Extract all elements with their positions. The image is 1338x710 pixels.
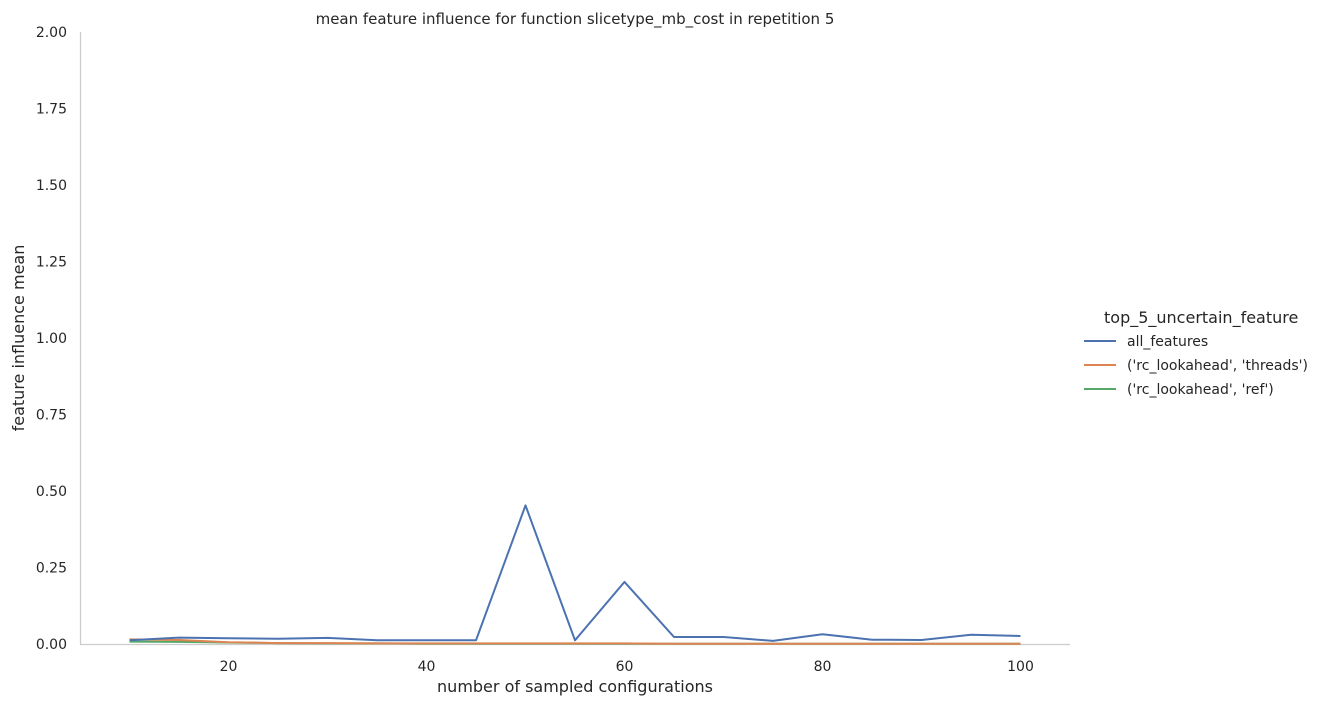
x-tick-label: 20 <box>220 659 238 675</box>
y-tick-label: 1.75 <box>36 102 67 118</box>
legend-label: all_features <box>1127 334 1208 350</box>
x-tick-label: 40 <box>418 659 436 675</box>
y-tick-label: 0.00 <box>36 637 67 653</box>
legend-title: top_5_uncertain_feature <box>1104 308 1298 328</box>
x-tick-label: 100 <box>1007 659 1034 675</box>
x-axis-label: number of sampled configurations <box>437 677 713 696</box>
y-axis-label: feature influence mean <box>9 245 28 432</box>
x-tick-label: 80 <box>814 659 832 675</box>
legend-label: ('rc_lookahead', 'threads') <box>1127 358 1308 374</box>
y-tick-label: 1.50 <box>36 178 67 194</box>
y-tick-label: 1.25 <box>36 255 67 271</box>
legend-label: ('rc_lookahead', 'ref') <box>1127 382 1274 398</box>
y-tick-label: 0.50 <box>36 484 67 500</box>
series-lines <box>129 504 1021 645</box>
y-tick-label: 0.75 <box>36 408 67 424</box>
series-line <box>129 638 1021 645</box>
y-tick-label: 1.00 <box>36 331 67 347</box>
legend: top_5_uncertain_feature all_features ('rc… <box>1084 308 1308 398</box>
y-tick-labels: 0.00 0.25 0.50 0.75 1.00 1.25 1.50 1.75 2.00 <box>36 25 67 653</box>
chart-title: mean feature influence for function slic… <box>316 10 835 29</box>
y-tick-label: 2.00 <box>36 25 67 41</box>
x-tick-labels: 20 40 60 80 100 <box>220 659 1034 675</box>
series-line <box>129 504 1021 642</box>
legend-items: all_features ('rc_lookahead', 'threads') (… <box>1084 334 1308 398</box>
y-tick-label: 0.25 <box>36 561 67 577</box>
x-tick-label: 60 <box>616 659 634 675</box>
